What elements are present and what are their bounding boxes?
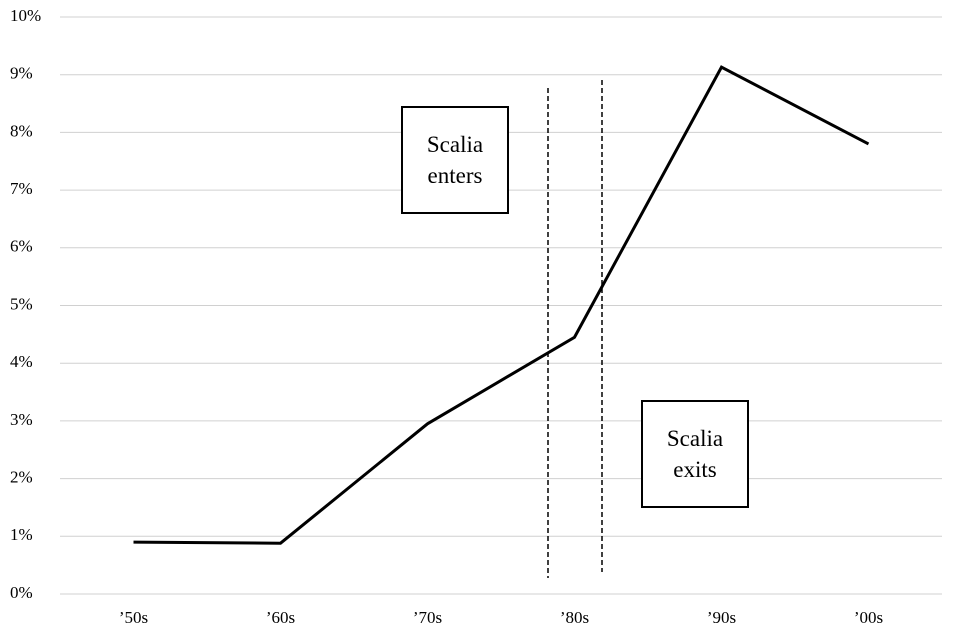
y-tick-label: 8%: [10, 121, 33, 140]
y-tick-label: 10%: [10, 6, 41, 25]
y-tick-label: 6%: [10, 237, 33, 256]
x-tick-label: ’90s: [707, 608, 736, 627]
line: [133, 65, 870, 545]
x-tick-label: ’80s: [560, 608, 589, 627]
y-tick-label: 2%: [10, 468, 33, 487]
x-tick-label: ’00s: [854, 608, 883, 627]
y-tick-label: 3%: [10, 410, 33, 429]
y-tick-label: 9%: [10, 64, 33, 83]
y-tick-label: 1%: [10, 525, 33, 544]
annotation: Scalia exits: [641, 400, 749, 508]
x-tick-label: ’70s: [413, 608, 442, 627]
y-tick-label: 0%: [10, 583, 33, 602]
x-tick-label: ’60s: [266, 608, 295, 627]
x-tick-label: ’50s: [119, 608, 148, 627]
annotation: Scalia enters: [401, 106, 509, 214]
y-tick-label: 7%: [10, 179, 33, 198]
y-tick-label: 5%: [10, 294, 33, 313]
y-tick-label: 4%: [10, 352, 33, 371]
